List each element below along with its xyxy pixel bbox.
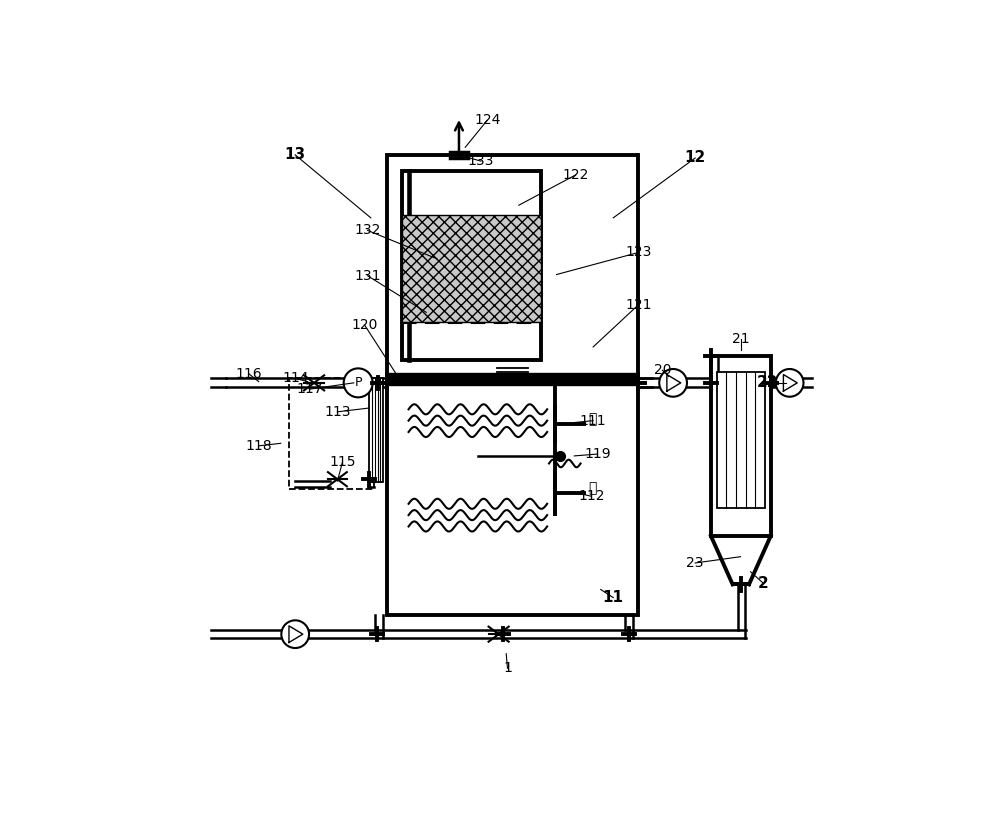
Text: 13: 13 bbox=[285, 147, 306, 162]
Text: 122: 122 bbox=[562, 168, 589, 182]
Text: 阴: 阴 bbox=[588, 412, 596, 426]
Bar bbox=[717, 372, 765, 507]
Text: 121: 121 bbox=[625, 298, 652, 312]
Text: 113: 113 bbox=[324, 405, 351, 419]
Bar bbox=[711, 357, 771, 536]
Text: 133: 133 bbox=[468, 154, 494, 169]
Text: 116: 116 bbox=[236, 367, 263, 381]
Text: 120: 120 bbox=[351, 318, 378, 332]
Text: 23: 23 bbox=[686, 556, 704, 570]
Text: 阳: 阳 bbox=[588, 481, 596, 496]
Circle shape bbox=[659, 369, 687, 397]
Text: 132: 132 bbox=[354, 223, 381, 237]
Circle shape bbox=[776, 369, 803, 397]
Bar bbox=[402, 214, 541, 321]
Bar bbox=[387, 373, 638, 384]
Text: P: P bbox=[354, 376, 362, 389]
Text: 131: 131 bbox=[354, 269, 381, 283]
Text: 117: 117 bbox=[296, 382, 323, 396]
Text: 12: 12 bbox=[685, 151, 706, 165]
Circle shape bbox=[281, 620, 309, 648]
Text: 124: 124 bbox=[474, 113, 500, 128]
Text: 115: 115 bbox=[329, 456, 356, 470]
Text: 21: 21 bbox=[732, 332, 749, 346]
Text: 114: 114 bbox=[282, 371, 308, 385]
Bar bbox=[387, 375, 638, 614]
Bar bbox=[387, 155, 638, 375]
Text: 112: 112 bbox=[578, 489, 604, 503]
Text: 111: 111 bbox=[580, 414, 606, 428]
Text: 119: 119 bbox=[584, 447, 611, 461]
Bar bbox=[289, 379, 374, 488]
Text: 2: 2 bbox=[758, 576, 769, 591]
Text: 22: 22 bbox=[757, 375, 778, 390]
Text: 123: 123 bbox=[625, 245, 652, 259]
Text: 20: 20 bbox=[654, 363, 671, 377]
Bar bbox=[369, 379, 383, 483]
Bar bbox=[402, 171, 541, 360]
Text: 11: 11 bbox=[603, 590, 624, 605]
Text: 118: 118 bbox=[245, 438, 272, 453]
Text: 1: 1 bbox=[503, 661, 512, 675]
Circle shape bbox=[344, 368, 373, 398]
